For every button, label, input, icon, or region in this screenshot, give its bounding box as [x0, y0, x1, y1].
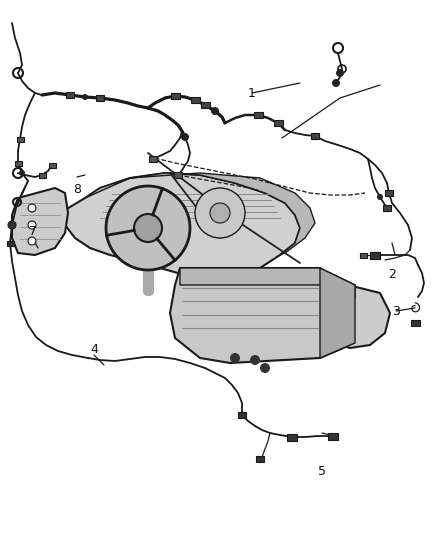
Circle shape	[28, 204, 36, 212]
Bar	[7, 240, 14, 246]
Polygon shape	[320, 268, 355, 358]
Polygon shape	[170, 268, 355, 363]
Circle shape	[134, 214, 162, 242]
Bar	[17, 136, 24, 141]
Bar	[39, 173, 46, 177]
Text: 7: 7	[29, 225, 37, 238]
Bar	[370, 252, 380, 259]
Circle shape	[377, 194, 383, 200]
Circle shape	[250, 355, 260, 365]
Bar	[328, 432, 338, 440]
Bar	[14, 160, 21, 166]
Circle shape	[210, 203, 230, 223]
Text: 5: 5	[318, 465, 326, 478]
Bar	[170, 93, 180, 99]
Bar	[311, 133, 319, 139]
Circle shape	[28, 237, 36, 245]
Bar	[410, 320, 420, 326]
Bar	[201, 102, 209, 108]
Circle shape	[211, 107, 219, 115]
Bar	[49, 163, 56, 167]
Polygon shape	[60, 173, 300, 278]
Bar	[191, 97, 199, 103]
Circle shape	[332, 79, 340, 87]
Bar	[273, 120, 283, 126]
Bar	[66, 92, 74, 98]
Circle shape	[106, 186, 190, 270]
Bar	[174, 172, 182, 178]
Bar	[254, 112, 262, 118]
Text: 3: 3	[392, 305, 400, 318]
Circle shape	[28, 221, 36, 229]
Bar	[256, 456, 264, 462]
Bar	[287, 433, 297, 440]
Bar	[385, 190, 393, 196]
Polygon shape	[180, 268, 355, 298]
Text: 8: 8	[73, 183, 81, 196]
Bar	[383, 205, 391, 211]
Polygon shape	[12, 188, 68, 255]
Text: 2: 2	[388, 268, 396, 281]
Polygon shape	[85, 173, 315, 255]
Circle shape	[336, 69, 344, 77]
Circle shape	[230, 353, 240, 363]
Bar	[96, 95, 104, 101]
Circle shape	[181, 133, 189, 141]
Bar	[360, 253, 367, 257]
Text: 4: 4	[90, 343, 98, 356]
Circle shape	[82, 94, 88, 100]
Circle shape	[195, 188, 245, 238]
Circle shape	[19, 170, 25, 176]
Polygon shape	[330, 283, 390, 348]
Circle shape	[8, 221, 16, 229]
Bar	[149, 156, 157, 162]
Text: 1: 1	[248, 87, 256, 100]
Bar	[370, 252, 380, 259]
Circle shape	[260, 363, 270, 373]
Bar	[238, 412, 246, 418]
